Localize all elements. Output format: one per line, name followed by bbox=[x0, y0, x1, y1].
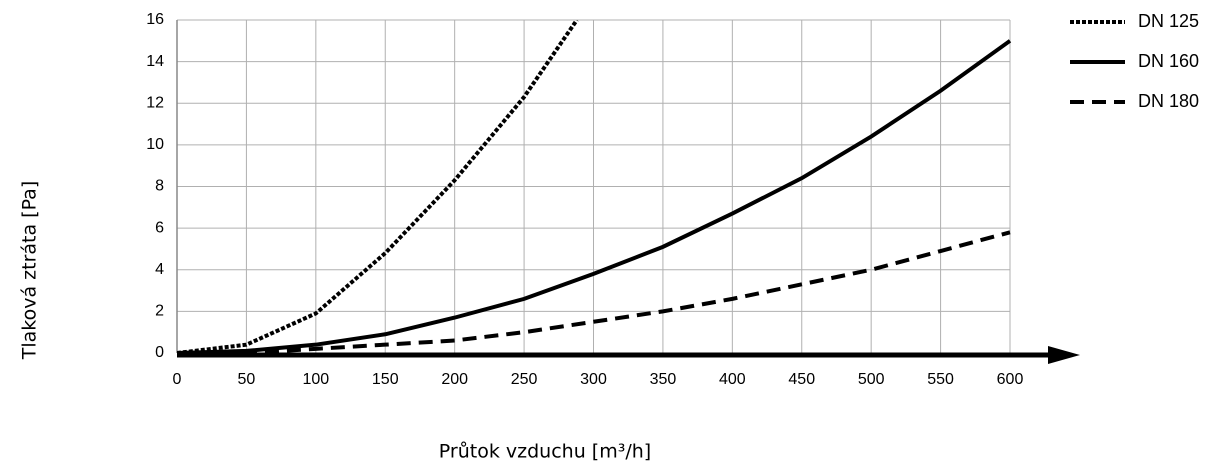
y-tick-label: 4 bbox=[155, 261, 164, 278]
x-tick-label: 0 bbox=[173, 371, 182, 388]
y-tick-label: 8 bbox=[155, 178, 164, 195]
y-tick-label: 6 bbox=[155, 219, 164, 236]
legend-label: DN 160 bbox=[1138, 51, 1199, 71]
y-tick-label: 12 bbox=[146, 94, 164, 111]
x-tick-label: 450 bbox=[788, 371, 815, 388]
x-tick-label: 150 bbox=[372, 371, 399, 388]
y-tick-label: 16 bbox=[146, 11, 164, 28]
x-tick-label: 50 bbox=[238, 371, 256, 388]
series-line bbox=[177, 20, 579, 355]
legend-label: DN 125 bbox=[1138, 11, 1199, 31]
x-tick-label: 550 bbox=[927, 371, 954, 388]
x-tick-label: 400 bbox=[719, 371, 746, 388]
legend-label: DN 180 bbox=[1138, 91, 1199, 111]
y-axis-label: Tlaková ztráta [Pa] bbox=[19, 181, 41, 361]
x-tick-label: 600 bbox=[997, 371, 1024, 388]
x-tick-label: 300 bbox=[580, 371, 607, 388]
x-tick-label: 200 bbox=[441, 371, 468, 388]
x-axis-label: Průtok vzduchu [m³/h] bbox=[439, 441, 651, 463]
x-tick-label: 250 bbox=[511, 371, 538, 388]
x-tick-label: 100 bbox=[302, 371, 329, 388]
x-tick-label: 350 bbox=[650, 371, 677, 388]
x-tick-label: 500 bbox=[858, 371, 885, 388]
x-axis-arrow bbox=[1048, 346, 1080, 364]
y-tick-label: 2 bbox=[155, 303, 164, 320]
series-line bbox=[177, 230, 1011, 355]
y-tick-label: 14 bbox=[146, 53, 164, 70]
y-tick-label: 0 bbox=[155, 344, 164, 361]
series-line bbox=[177, 39, 1012, 355]
y-tick-label: 10 bbox=[146, 136, 164, 153]
